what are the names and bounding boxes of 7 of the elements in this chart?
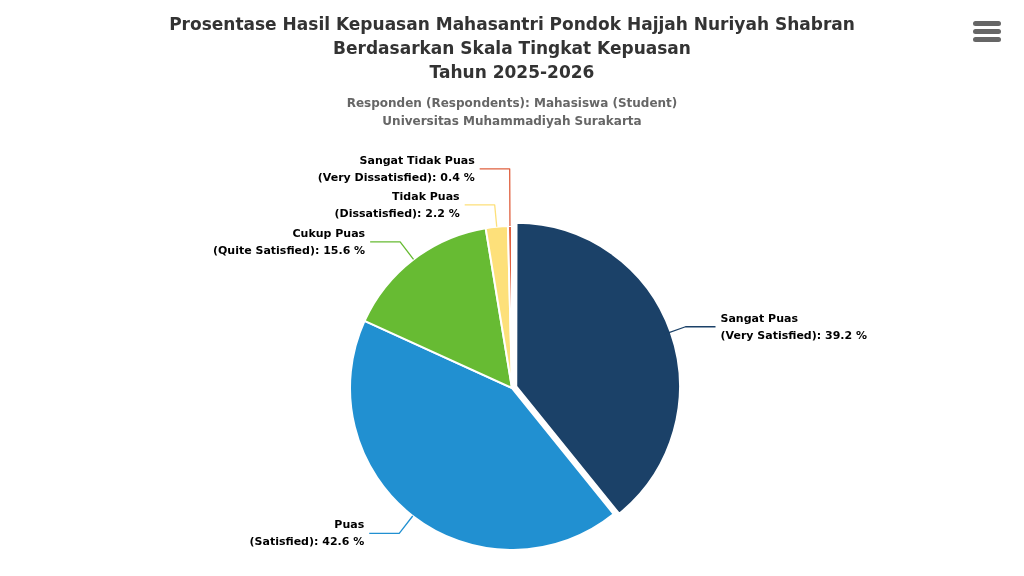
slice-label: Sangat Puas (Very Satisfied): 39.2 % — [720, 311, 867, 342]
chart-title: Prosentase Hasil Kepuasan Mahasantri Pondok Hajjah Nuriyah Shabran Berdasarkan Skala Tingkat Kepuasan Tahun 2025-2026 — [168, 13, 856, 84]
slice-label: Tidak Puas (Dissatisfied): 2.2 % — [334, 189, 461, 220]
slice-label: Sangat Tidak Puas (Very Dissatisfied): 0.4 % — [317, 153, 476, 184]
slice-label: Puas (Satisfied): 42.6 % — [249, 518, 365, 549]
slice-label: Cukup Puas (Quite Satisfied): 15.6 % — [212, 226, 366, 257]
chart-subtitle: Responden (Respondents): Mahasiswa (Student) Universitas Muhammadiyah Surakarta — [345, 95, 679, 130]
